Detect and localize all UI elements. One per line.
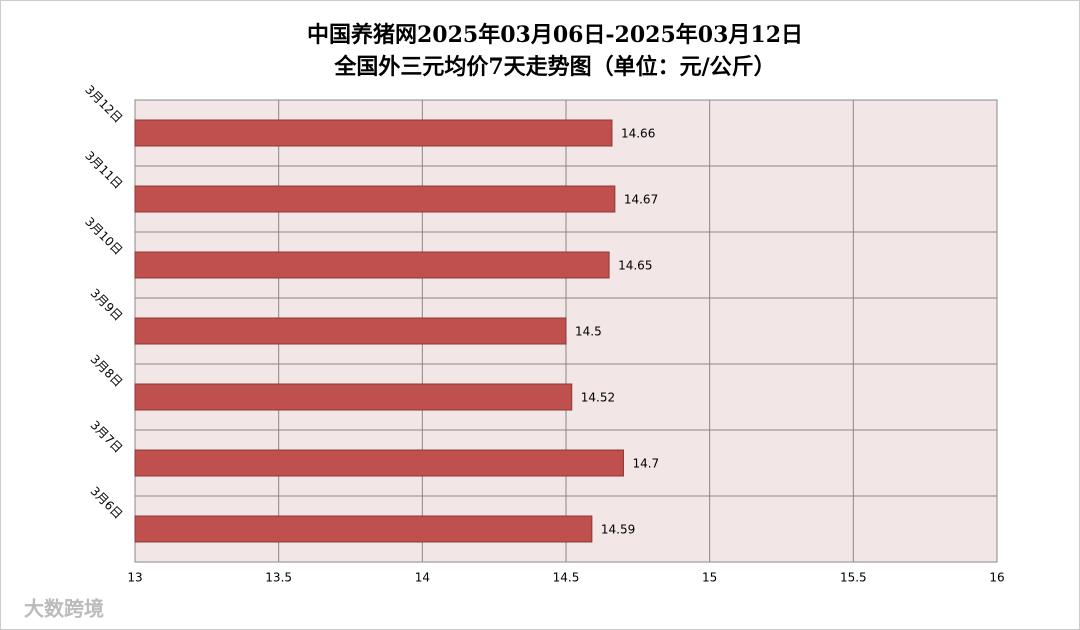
bar — [134, 383, 573, 411]
watermark: 大数跨境 — [24, 597, 104, 621]
value-label: 14.52 — [581, 391, 615, 405]
bar — [134, 119, 613, 147]
x-tick-label: 15 — [702, 571, 717, 585]
value-label: 14.59 — [601, 523, 635, 537]
chart-title: 中国养猪网2025年03月06日-2025年03月12日 — [307, 22, 803, 48]
x-tick-label: 15.5 — [840, 571, 867, 585]
chart-subtitle: 全国外三元均价7天走势图（单位：元/公斤） — [333, 54, 775, 80]
value-label: 14.7 — [632, 457, 659, 471]
bar — [134, 449, 624, 477]
x-tick-label: 13.5 — [265, 571, 292, 585]
x-tick-label: 16 — [989, 571, 1004, 585]
bar — [134, 251, 610, 279]
value-label: 14.66 — [621, 127, 655, 141]
x-tick-label: 14 — [415, 571, 430, 585]
bar — [134, 515, 593, 543]
value-label: 14.67 — [624, 193, 658, 207]
bar — [134, 185, 616, 213]
value-label: 14.5 — [575, 325, 602, 339]
x-tick-label: 13 — [127, 571, 142, 585]
value-label: 14.65 — [618, 259, 652, 273]
bar — [134, 317, 567, 345]
x-tick-label: 14.5 — [553, 571, 580, 585]
